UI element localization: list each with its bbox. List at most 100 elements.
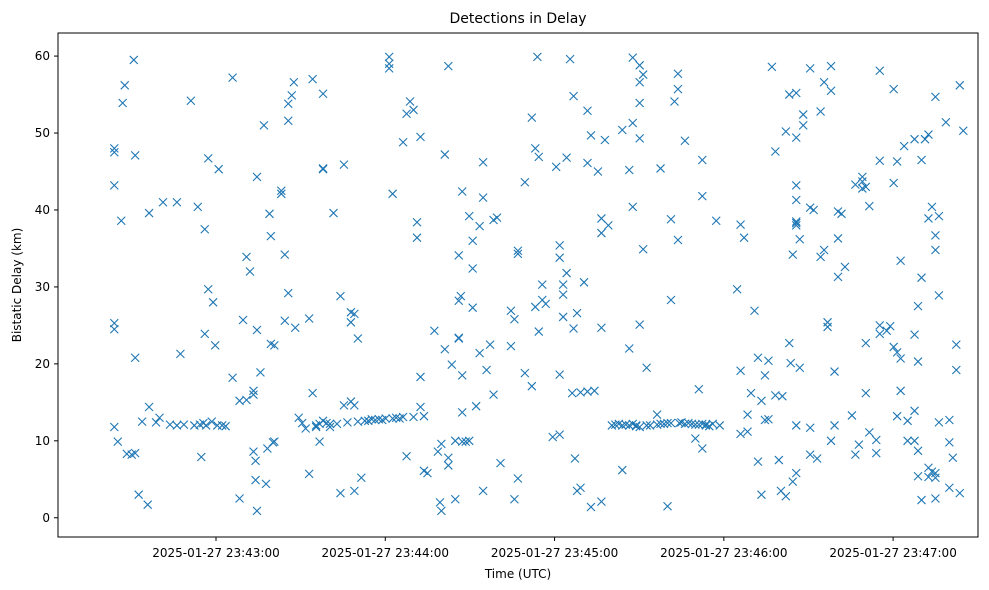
data-point	[760, 415, 770, 425]
data-point	[217, 421, 227, 430]
data-point	[402, 109, 411, 119]
data-point	[252, 172, 262, 182]
data-point	[837, 209, 846, 219]
data-point	[590, 386, 599, 396]
y-tick-label: 60	[35, 49, 50, 63]
data-point	[457, 407, 467, 417]
data-point	[485, 340, 495, 350]
data-point	[690, 420, 700, 430]
data-point	[506, 341, 516, 351]
data-point	[537, 280, 547, 290]
data-point	[791, 88, 801, 98]
data-point	[597, 497, 606, 506]
x-tick-label: 2025-01-27 23:43:00	[152, 546, 279, 560]
data-point	[329, 208, 338, 218]
data-point	[791, 133, 801, 143]
data-point	[910, 134, 919, 144]
data-point	[325, 419, 335, 429]
data-point	[857, 172, 867, 182]
data-point	[116, 216, 126, 226]
data-point	[409, 412, 418, 422]
data-point	[805, 423, 815, 433]
data-point	[684, 418, 693, 428]
data-point	[261, 479, 271, 489]
data-point	[221, 421, 231, 431]
data-point	[764, 356, 773, 366]
data-point	[673, 235, 683, 245]
data-point	[931, 92, 940, 102]
data-point	[155, 413, 164, 423]
data-point	[482, 365, 491, 375]
data-point	[402, 451, 411, 461]
data-point	[924, 130, 933, 139]
data-point	[336, 291, 345, 301]
data-point	[770, 391, 780, 400]
data-point	[851, 450, 860, 460]
data-point	[777, 391, 787, 401]
data-point	[708, 419, 718, 429]
data-point	[203, 154, 213, 163]
data-point	[656, 164, 665, 173]
data-point	[795, 234, 805, 244]
data-point	[332, 419, 342, 429]
data-point	[555, 240, 565, 250]
data-point	[265, 209, 274, 219]
data-point	[527, 113, 537, 123]
x-tick-label: 2025-01-27 23:45:00	[491, 546, 618, 560]
y-tick-label: 30	[35, 280, 50, 294]
data-point	[214, 164, 224, 174]
data-point	[336, 488, 345, 498]
data-point	[562, 268, 572, 278]
data-point	[791, 217, 801, 226]
data-point	[913, 471, 923, 481]
data-point	[753, 457, 763, 466]
data-point	[958, 126, 968, 136]
data-point	[913, 301, 923, 311]
data-point	[478, 486, 488, 496]
data-point	[565, 54, 575, 64]
data-point	[934, 417, 944, 427]
data-point	[356, 473, 366, 483]
data-point	[892, 411, 902, 421]
x-tick-label: 2025-01-27 23:46:00	[660, 546, 787, 560]
data-point	[628, 118, 638, 128]
data-point	[120, 80, 130, 90]
data-point	[325, 422, 335, 432]
data-point	[534, 327, 544, 336]
data-point	[621, 420, 631, 430]
data-point	[757, 490, 766, 500]
data-point	[830, 421, 839, 430]
data-point	[457, 187, 467, 196]
data-point	[875, 66, 885, 76]
data-point	[520, 368, 530, 378]
data-point	[430, 326, 439, 336]
data-point	[151, 417, 161, 427]
data-point	[826, 436, 836, 446]
data-point	[934, 290, 944, 300]
data-point	[555, 430, 565, 440]
data-point	[287, 90, 297, 100]
data-point	[805, 64, 815, 73]
data-point	[603, 220, 613, 230]
data-point	[833, 234, 843, 243]
data-point	[196, 452, 206, 462]
data-points	[109, 52, 968, 516]
data-point	[673, 69, 683, 79]
data-point	[931, 468, 940, 478]
data-point	[551, 162, 561, 172]
data-point	[896, 354, 906, 363]
data-point	[635, 422, 645, 432]
data-point	[249, 447, 258, 456]
data-point	[416, 402, 425, 412]
data-point	[635, 98, 645, 108]
data-point	[764, 414, 773, 424]
data-point	[461, 437, 471, 446]
data-point	[774, 455, 784, 465]
data-point	[913, 357, 923, 366]
data-point	[889, 342, 899, 352]
data-point	[440, 150, 450, 159]
data-point	[289, 77, 299, 87]
data-point	[349, 401, 359, 410]
data-point	[412, 233, 422, 243]
data-point	[456, 291, 466, 301]
